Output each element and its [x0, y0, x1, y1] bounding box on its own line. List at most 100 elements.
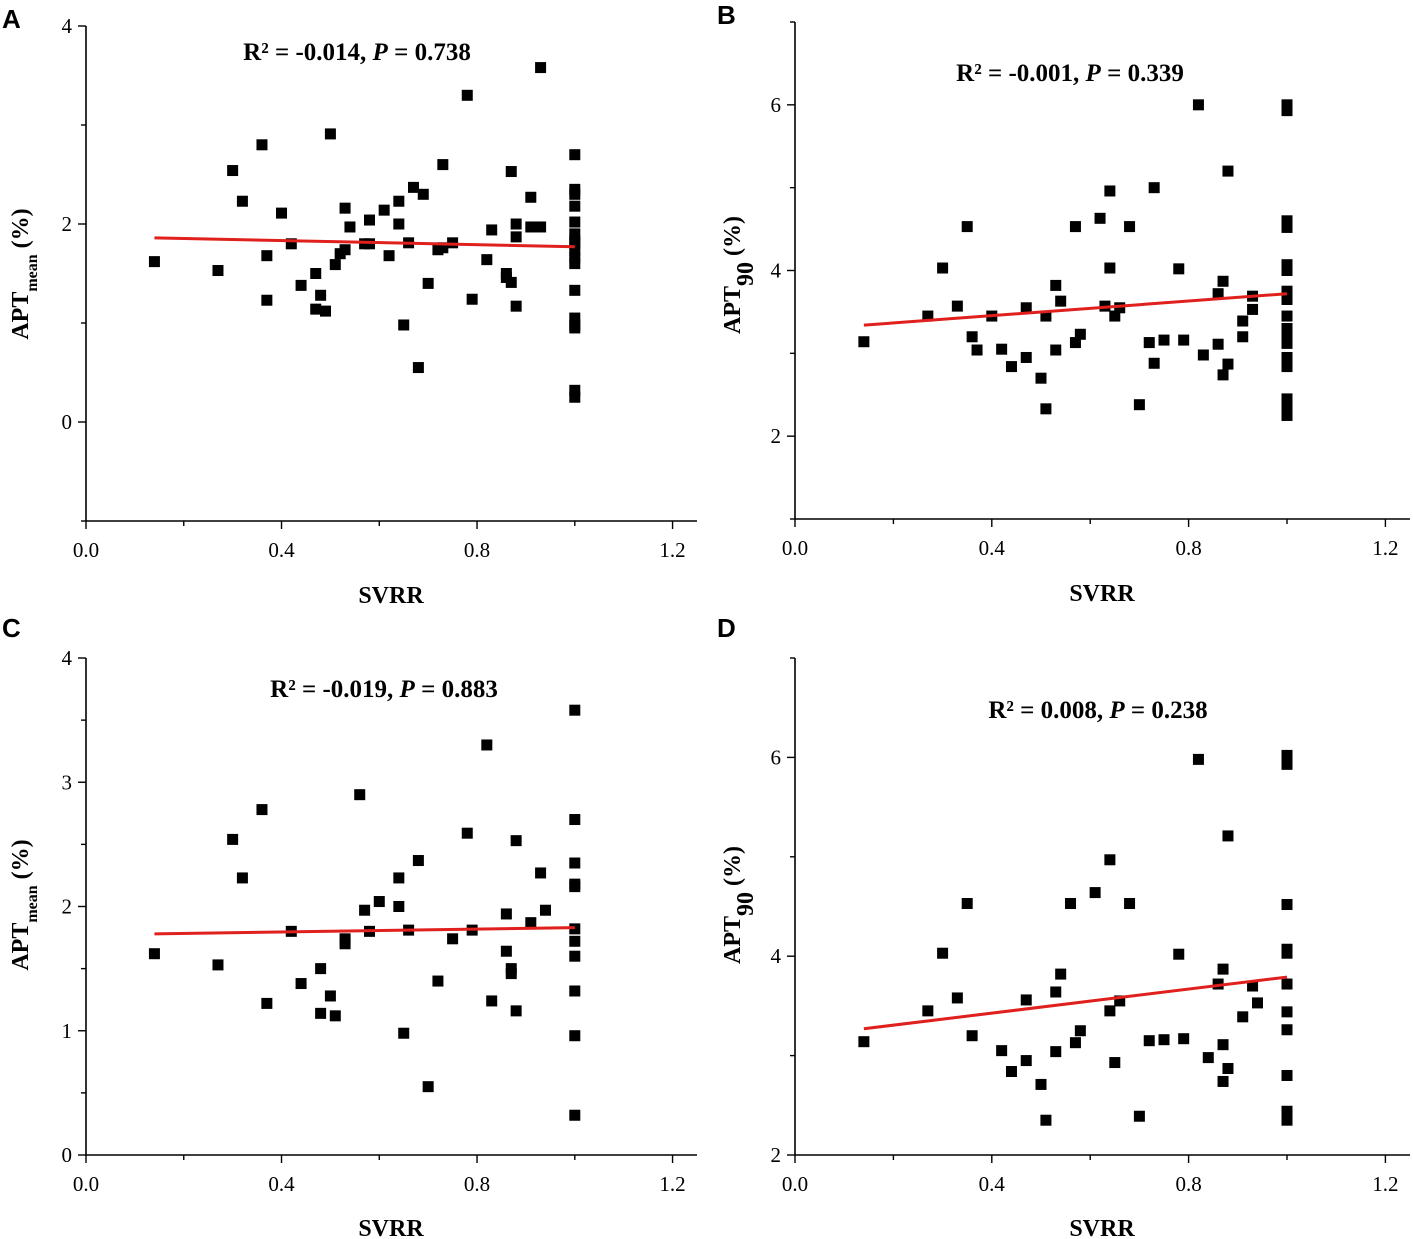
- data-point: [569, 935, 581, 947]
- data-point: [417, 188, 429, 200]
- data-point: [937, 262, 949, 274]
- data-point: [971, 344, 983, 356]
- data-point: [1104, 1005, 1116, 1017]
- data-point: [1055, 968, 1067, 980]
- stat-p-label: P: [1108, 697, 1125, 724]
- data-point: [212, 265, 224, 277]
- data-point: [1237, 1011, 1249, 1023]
- y-axis-title: APT90 (%): [720, 846, 759, 964]
- data-point: [1178, 1033, 1190, 1045]
- panel-letter: C: [2, 613, 21, 643]
- stat-p-label: P: [399, 676, 416, 703]
- data-point: [1040, 403, 1052, 415]
- data-point: [858, 336, 870, 348]
- regression-line: [863, 292, 1288, 327]
- data-point: [227, 165, 239, 177]
- data-point: [951, 992, 963, 1004]
- data-point: [1173, 263, 1185, 275]
- data-point: [261, 294, 273, 306]
- data-point: [1005, 1066, 1017, 1078]
- data-point: [569, 322, 581, 334]
- data-point: [569, 149, 581, 161]
- data-point: [1114, 995, 1126, 1007]
- data-point: [1281, 331, 1293, 343]
- data-point: [285, 238, 297, 250]
- data-point: [393, 872, 405, 884]
- data-point: [315, 1007, 327, 1019]
- data-point: [966, 1030, 978, 1042]
- y-tick-label: 6: [771, 93, 782, 117]
- stat-p-value: = 0.738: [388, 39, 471, 66]
- data-point: [1281, 99, 1293, 111]
- data-point: [858, 1036, 870, 1048]
- data-point: [569, 228, 581, 240]
- data-point: [1281, 947, 1293, 959]
- data-point: [1050, 1046, 1062, 1058]
- data-point: [1133, 1110, 1145, 1122]
- y-title-main: APT: [720, 916, 746, 964]
- data-point: [1143, 337, 1155, 349]
- data-point: [937, 947, 949, 959]
- data-point: [422, 277, 434, 289]
- data-point: [569, 200, 581, 212]
- data-point: [1104, 854, 1116, 866]
- y-tick-label: 2: [62, 895, 73, 919]
- data-point: [1069, 337, 1081, 349]
- data-point: [1050, 279, 1062, 291]
- stat-p-value: = 0.339: [1101, 60, 1184, 87]
- data-point: [481, 739, 493, 751]
- x-axis-title: SVRR: [1069, 581, 1135, 607]
- data-point: [569, 1030, 581, 1042]
- data-point: [1069, 221, 1081, 233]
- data-point: [1089, 887, 1101, 899]
- data-point: [324, 990, 336, 1002]
- data-point: [1281, 400, 1293, 412]
- data-point: [1222, 358, 1234, 370]
- x-tick-label: 1.2: [659, 1172, 685, 1196]
- x-tick-label: 0.0: [73, 538, 99, 562]
- data-point: [1143, 1035, 1155, 1047]
- data-point: [148, 948, 160, 960]
- data-point: [1178, 334, 1190, 346]
- data-point: [236, 195, 248, 207]
- data-point: [393, 195, 405, 207]
- data-point: [535, 62, 547, 74]
- data-point: [510, 300, 522, 312]
- data-point: [412, 855, 424, 867]
- data-point: [1281, 351, 1293, 363]
- data-point: [437, 159, 449, 171]
- data-point: [1035, 372, 1047, 384]
- data-point: [1281, 221, 1293, 233]
- x-tick-label: 1.2: [1372, 1172, 1398, 1196]
- regression-line: [154, 236, 575, 249]
- x-axis-title: SVRR: [1069, 1216, 1135, 1239]
- data-point: [1192, 99, 1204, 111]
- data-point: [1237, 331, 1249, 343]
- data-point: [1217, 369, 1229, 381]
- stat-annotation: R² = -0.001, P = 0.339: [956, 60, 1184, 87]
- y-tick-label: 4: [62, 14, 73, 38]
- data-point: [398, 1027, 410, 1039]
- data-point: [364, 214, 376, 226]
- data-point: [569, 857, 581, 869]
- data-point: [1237, 315, 1249, 327]
- data-point: [461, 89, 473, 101]
- data-point: [1148, 357, 1160, 369]
- data-point: [1281, 265, 1293, 276]
- data-point: [1069, 1037, 1081, 1049]
- data-point: [1217, 963, 1229, 975]
- data-point: [1212, 338, 1224, 350]
- stat-annotation: R² = -0.019, P = 0.883: [270, 676, 498, 703]
- data-point: [276, 207, 288, 219]
- data-point: [569, 238, 581, 250]
- data-point: [422, 1081, 434, 1093]
- data-point: [922, 310, 934, 322]
- data-point: [344, 221, 356, 233]
- data-point: [569, 881, 581, 893]
- stat-r2: R² = -0.019,: [270, 676, 399, 703]
- data-point: [569, 188, 581, 200]
- data-point: [1281, 293, 1293, 305]
- stat-r2: R² = -0.001,: [956, 60, 1085, 87]
- y-tick-label: 3: [62, 770, 73, 794]
- y-tick-label: 2: [771, 424, 782, 448]
